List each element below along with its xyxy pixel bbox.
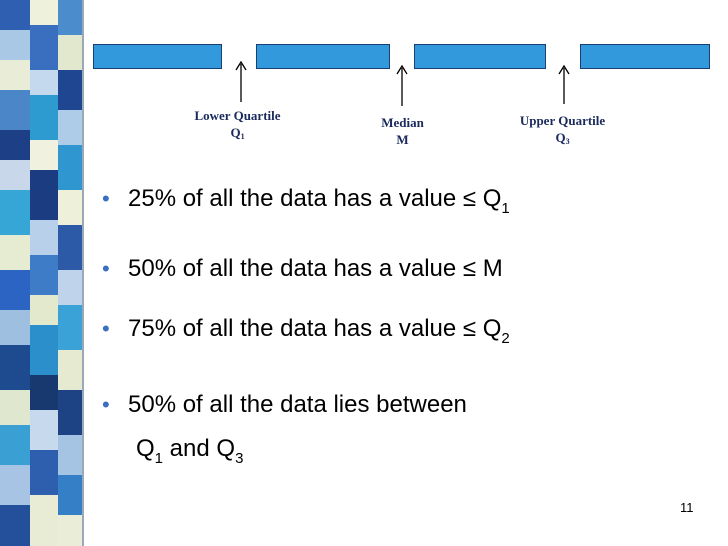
bullet-text-line2: Q1 and Q3: [128, 434, 700, 474]
lower-quartile-arrow: [235, 60, 247, 102]
q1-symbol: Q: [136, 435, 155, 462]
bullet-text: 25% of all the data has a value ≤ Q: [128, 185, 502, 212]
segment-1: [93, 44, 222, 69]
median-label: Median M: [360, 114, 445, 148]
bullet-item: 50% of all the data has a value ≤ M: [100, 254, 700, 284]
lower-quartile-label: Lower Quartile Q1: [180, 107, 295, 145]
upper-quartile-sub: 3: [565, 137, 570, 146]
bullet-text: 50% of all the data lies between: [128, 391, 467, 418]
lower-quartile-symbol: Q1: [180, 124, 295, 145]
upper-quartile-label: Upper Quartile Q3: [505, 112, 620, 150]
q1-subscript: 1: [154, 450, 164, 467]
q3-subscript: 3: [235, 450, 244, 467]
upper-quartile-sym: Q: [555, 130, 566, 145]
and-q3-text: and Q: [163, 435, 236, 462]
bullet-list: 25% of all the data has a value ≤ Q1 50%…: [100, 184, 700, 474]
median-title: Median: [381, 115, 424, 130]
median-arrow: [396, 64, 408, 106]
segment-2: [256, 44, 390, 69]
lower-quartile-sym: Q: [230, 125, 241, 140]
slide-number: 11: [680, 500, 694, 515]
segment-3: [414, 44, 546, 69]
bullet-subscript: 1: [501, 200, 510, 217]
lower-quartile-sub: 1: [240, 132, 245, 141]
median-symbol: M: [396, 132, 409, 147]
lower-quartile-title: Lower Quartile: [194, 108, 281, 123]
bullet-text: 75% of all the data has a value ≤ Q: [128, 315, 502, 342]
bullet-item: 25% of all the data has a value ≤ Q1: [100, 184, 700, 224]
segment-4: [580, 44, 710, 69]
bullet-text: 50% of all the data has a value ≤ M: [128, 255, 503, 282]
decorative-side-stripe: [0, 0, 84, 546]
bullet-item: 75% of all the data has a value ≤ Q2: [100, 314, 700, 354]
bullet-subscript: 2: [501, 330, 510, 347]
upper-quartile-title: Upper Quartile: [519, 113, 606, 128]
upper-quartile-arrow: [558, 64, 570, 104]
upper-quartile-symbol: Q3: [505, 129, 620, 150]
bullet-item: 50% of all the data lies between Q1 and …: [100, 390, 700, 474]
